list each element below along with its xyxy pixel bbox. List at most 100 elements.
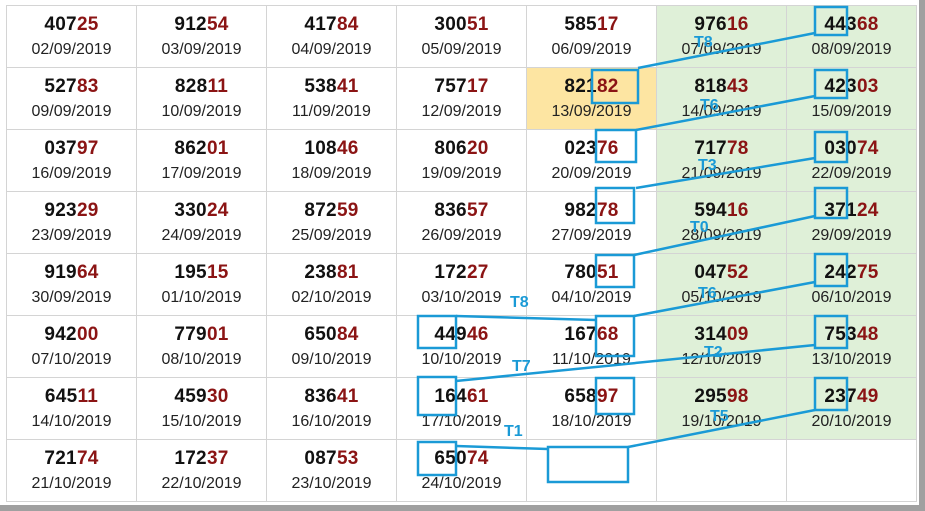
grid-row: 72174 21/10/2019 17237 22/10/2019 08753 23/10… <box>6 439 917 502</box>
result-cell: 59416 28/09/2019 <box>656 191 787 254</box>
result-date: 02/09/2019 <box>31 41 112 58</box>
number-head-digits: 779 <box>174 324 207 345</box>
number-head-digits: 172 <box>434 262 467 283</box>
number-head-digits: 443 <box>824 14 857 35</box>
result-number: 82811 <box>137 75 266 99</box>
result-cell: 45930 15/10/2019 <box>136 377 267 440</box>
number-head-digits: 828 <box>174 76 208 97</box>
number-head-digits: 459 <box>174 386 207 407</box>
number-tail-digits: 41 <box>336 76 359 97</box>
number-tail-digits: 30 <box>206 386 229 407</box>
number-tail-digits: 64 <box>76 262 99 283</box>
result-number: 19515 <box>137 261 266 285</box>
result-cell: 81843 14/09/2019 <box>656 67 787 130</box>
number-head-digits: 047 <box>694 262 727 283</box>
number-tail-digits: 52 <box>726 262 749 283</box>
result-number: 83657 <box>397 199 526 223</box>
number-head-digits: 585 <box>564 14 597 35</box>
results-grid: 40725 02/09/2019 91254 03/09/2019 41784 04/09… <box>6 5 917 502</box>
number-tail-digits: 20 <box>466 138 489 159</box>
result-date: 30/09/2019 <box>31 289 112 306</box>
number-head-digits: 818 <box>694 76 727 97</box>
number-head-digits: 527 <box>44 76 77 97</box>
number-head-digits: 650 <box>434 448 467 469</box>
result-date: 16/10/2019 <box>291 413 372 430</box>
number-head-digits: 806 <box>434 138 467 159</box>
number-tail-digits: 84 <box>336 324 359 345</box>
result-cell: 03074 22/09/2019 <box>786 129 917 192</box>
number-tail-digits: 27 <box>466 262 489 283</box>
result-cell: 31409 12/10/2019 <box>656 315 787 378</box>
result-number: 30051 <box>397 13 526 37</box>
result-cell: 41784 04/09/2019 <box>266 5 397 68</box>
result-date: 05/09/2019 <box>421 41 502 58</box>
result-cell: 86201 17/09/2019 <box>136 129 267 192</box>
result-cell: 52783 09/09/2019 <box>6 67 137 130</box>
number-head-digits: 721 <box>44 448 77 469</box>
result-date: 19/10/2019 <box>681 413 762 430</box>
result-number: 03074 <box>787 137 916 161</box>
result-number: 53841 <box>267 75 396 99</box>
result-cell: 17237 22/10/2019 <box>136 439 267 502</box>
result-cell: 87259 25/09/2019 <box>266 191 397 254</box>
result-cell: 94200 07/10/2019 <box>6 315 137 378</box>
result-number: 78051 <box>527 261 656 285</box>
result-cell: 03797 16/09/2019 <box>6 129 137 192</box>
result-cell: 71778 21/09/2019 <box>656 129 787 192</box>
result-cell: 80620 19/09/2019 <box>396 129 527 192</box>
result-cell: 78051 04/10/2019 <box>526 253 657 316</box>
number-tail-digits: 78 <box>596 200 619 221</box>
result-date: 04/09/2019 <box>291 41 372 58</box>
result-date: 13/09/2019 <box>551 103 632 120</box>
result-date: 11/10/2019 <box>552 351 631 368</box>
number-head-digits: 650 <box>304 324 337 345</box>
result-date: 19/09/2019 <box>421 165 502 182</box>
number-head-digits: 982 <box>564 200 597 221</box>
result-number: 33024 <box>137 199 266 223</box>
result-number: 42303 <box>787 75 916 99</box>
result-number: 77901 <box>137 323 266 347</box>
result-cell: 75348 13/10/2019 <box>786 315 917 378</box>
result-date: 27/09/2019 <box>551 227 632 244</box>
result-date: 24/09/2019 <box>161 227 242 244</box>
result-date: 23/10/2019 <box>291 475 372 492</box>
result-cell: 72174 21/10/2019 <box>6 439 137 502</box>
result-cell: 10846 18/09/2019 <box>266 129 397 192</box>
result-date: 28/09/2019 <box>681 227 762 244</box>
result-date: 15/10/2019 <box>161 413 242 430</box>
result-number: 92329 <box>7 199 136 223</box>
result-date: 01/10/2019 <box>161 289 242 306</box>
result-cell: 97616 07/09/2019 <box>656 5 787 68</box>
result-number: 91254 <box>137 13 266 37</box>
result-number: 23749 <box>787 385 916 409</box>
result-date: 23/09/2019 <box>31 227 112 244</box>
number-head-digits: 780 <box>564 262 597 283</box>
result-cell: 29598 19/10/2019 <box>656 377 787 440</box>
result-cell: 30051 05/09/2019 <box>396 5 527 68</box>
grid-row: 40725 02/09/2019 91254 03/09/2019 41784 04/09… <box>6 5 917 68</box>
result-number: 08753 <box>267 447 396 471</box>
number-tail-digits: 54 <box>206 14 229 35</box>
number-head-digits: 912 <box>174 14 207 35</box>
result-number: 52783 <box>7 75 136 99</box>
result-date: 21/10/2019 <box>31 475 112 492</box>
result-number: 16768 <box>527 323 656 347</box>
result-cell: 65897 18/10/2019 <box>526 377 657 440</box>
empty-cell <box>526 439 657 502</box>
result-date: 22/09/2019 <box>811 165 892 182</box>
result-cell: 77901 08/10/2019 <box>136 315 267 378</box>
result-cell: 24275 06/10/2019 <box>786 253 917 316</box>
result-date: 17/09/2019 <box>161 165 242 182</box>
result-number: 02376 <box>527 137 656 161</box>
result-number: 98278 <box>527 199 656 223</box>
result-number: 44946 <box>397 323 526 347</box>
result-cell: 58517 06/09/2019 <box>526 5 657 68</box>
number-tail-digits: 11 <box>77 386 99 407</box>
result-cell: 19515 01/10/2019 <box>136 253 267 316</box>
number-head-digits: 237 <box>824 386 857 407</box>
result-number: 59416 <box>657 199 786 223</box>
number-head-digits: 976 <box>694 14 727 35</box>
number-head-digits: 295 <box>694 386 727 407</box>
number-tail-digits: 46 <box>466 324 489 345</box>
